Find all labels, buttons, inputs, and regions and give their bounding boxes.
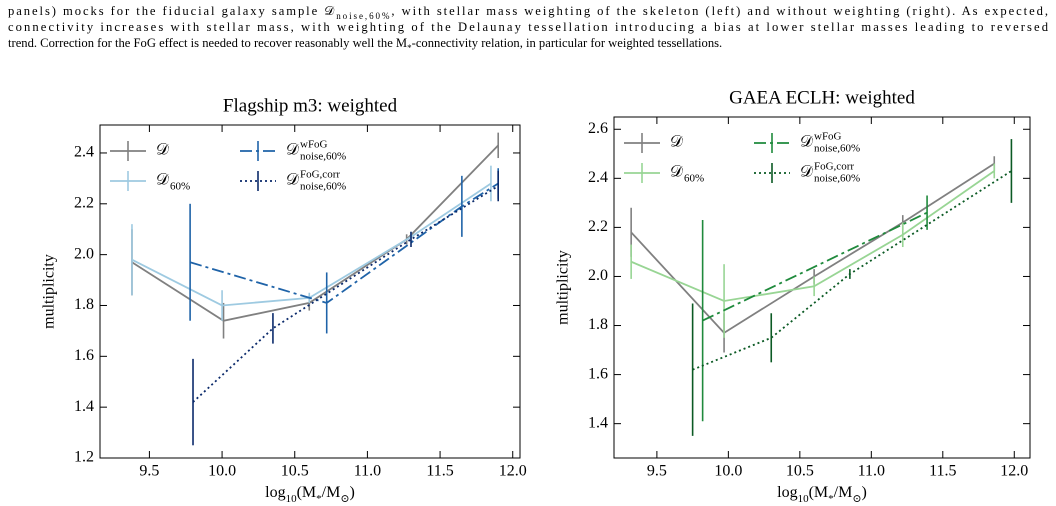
axes-frame bbox=[99, 124, 521, 459]
legend-label: 𝒟 bbox=[800, 164, 813, 181]
y-tick-label: 2.4 bbox=[588, 169, 608, 186]
series-line bbox=[131, 182, 492, 307]
x-tick-label: 11.0 bbox=[354, 463, 381, 480]
series-line bbox=[692, 170, 1012, 371]
x-axis-label-part: /M bbox=[322, 484, 341, 501]
caption-line-part: , with stellar mass weighting of the ske… bbox=[391, 4, 1048, 18]
x-tick-label: 11.5 bbox=[426, 463, 453, 480]
caption-line: trend. Correction for the FoG effect is … bbox=[8, 36, 722, 53]
caption-line: connectivity increases with stellar mass… bbox=[8, 20, 1049, 34]
x-tick-label: 10.5 bbox=[281, 463, 309, 480]
caption-line-part: panels) mocks for the fiducial galaxy sa… bbox=[8, 4, 335, 18]
legend-superscript: wFoG bbox=[300, 139, 328, 151]
x-axis-label-part: ⊙ bbox=[852, 493, 861, 505]
y-tick-label: 2.4 bbox=[74, 144, 94, 161]
x-axis-label: log10(M*/M⊙) bbox=[265, 484, 355, 505]
y-tick-label: 1.4 bbox=[74, 398, 94, 415]
y-axis-label: multiplicity bbox=[41, 254, 58, 329]
legend-superscript: wFoG bbox=[814, 131, 842, 143]
x-axis-label-part: (M bbox=[297, 484, 317, 501]
series-line bbox=[189, 182, 499, 304]
x-axis-label-part: log bbox=[265, 484, 285, 501]
series-line bbox=[192, 185, 499, 403]
legend-superscript: FoG,corr bbox=[300, 169, 340, 181]
legend-label: 𝒟 bbox=[670, 164, 683, 181]
caption-line: panels) mocks for the fiducial galaxy sa… bbox=[8, 4, 1048, 21]
legend-label: 𝒟 bbox=[286, 172, 299, 189]
x-axis-label-part: * bbox=[316, 493, 322, 505]
legend-label: 𝒟 bbox=[800, 134, 813, 151]
legend-subscript: noise,60% bbox=[300, 151, 346, 163]
x-tick-label: 10.0 bbox=[714, 463, 742, 480]
legend-label: 𝒟 bbox=[156, 142, 169, 159]
x-tick-label: 12.0 bbox=[499, 463, 527, 480]
y-tick-label: 2.0 bbox=[74, 245, 94, 262]
x-tick-label: 11.5 bbox=[929, 463, 956, 480]
caption-line-part: -connectivity relation, in particular fo… bbox=[412, 36, 723, 50]
axes-frame bbox=[613, 116, 1031, 459]
x-axis-label-part: /M bbox=[834, 484, 853, 501]
legend-subscript: noise,60% bbox=[300, 181, 346, 193]
x-axis-label-part: log bbox=[777, 484, 797, 501]
y-tick-label: 1.8 bbox=[74, 296, 94, 313]
x-tick-label: 10.5 bbox=[786, 463, 814, 480]
legend-superscript: FoG,corr bbox=[814, 161, 854, 173]
x-tick-label: 10.0 bbox=[208, 463, 236, 480]
legend-label: 𝒟 bbox=[286, 142, 299, 159]
y-tick-label: 2.2 bbox=[74, 194, 94, 211]
x-axis-label: log10(M*/M⊙) bbox=[777, 484, 867, 505]
chart-title: GAEA ECLH: weighted bbox=[729, 87, 915, 108]
x-axis-label-part: ⊙ bbox=[340, 493, 349, 505]
x-tick-label: 9.5 bbox=[647, 463, 667, 480]
series-line bbox=[630, 170, 995, 302]
caption-line-part: trend. Correction for the FoG effect is … bbox=[8, 36, 407, 50]
legend-subscript: 60% bbox=[170, 181, 190, 193]
x-tick-label: 12.0 bbox=[1000, 463, 1028, 480]
y-tick-label: 1.8 bbox=[588, 316, 608, 333]
series-line bbox=[630, 162, 995, 335]
legend-label: 𝒟 bbox=[156, 172, 169, 189]
caption-line-part: connectivity increases with stellar mass… bbox=[8, 20, 1049, 34]
x-tick-label: 9.5 bbox=[139, 463, 159, 480]
y-tick-label: 1.6 bbox=[588, 365, 608, 382]
x-axis-label-part: ) bbox=[862, 484, 867, 501]
legend-subscript: noise,60% bbox=[814, 173, 860, 185]
series-line bbox=[702, 211, 928, 322]
y-tick-label: 1.2 bbox=[74, 449, 94, 466]
y-axis-label: multiplicity bbox=[555, 250, 572, 325]
x-axis-label-part: ) bbox=[350, 484, 355, 501]
chart-title: Flagship m3: weighted bbox=[223, 95, 398, 116]
legend-subscript: noise,60% bbox=[814, 143, 860, 155]
y-tick-label: 2.6 bbox=[588, 120, 608, 137]
x-tick-label: 11.0 bbox=[858, 463, 885, 480]
legend-subscript: 60% bbox=[684, 173, 704, 185]
y-tick-label: 2.2 bbox=[588, 218, 608, 235]
y-tick-label: 1.4 bbox=[588, 414, 608, 431]
legend-label: 𝒟 bbox=[670, 134, 683, 151]
x-axis-label-part: (M bbox=[809, 484, 829, 501]
caption-line-part: * bbox=[407, 43, 412, 53]
x-axis-label-part: 10 bbox=[286, 493, 298, 505]
x-axis-label-part: 10 bbox=[798, 493, 810, 505]
x-axis-label-part: * bbox=[828, 493, 834, 505]
y-tick-label: 2.0 bbox=[588, 267, 608, 284]
y-tick-label: 1.6 bbox=[74, 347, 94, 364]
